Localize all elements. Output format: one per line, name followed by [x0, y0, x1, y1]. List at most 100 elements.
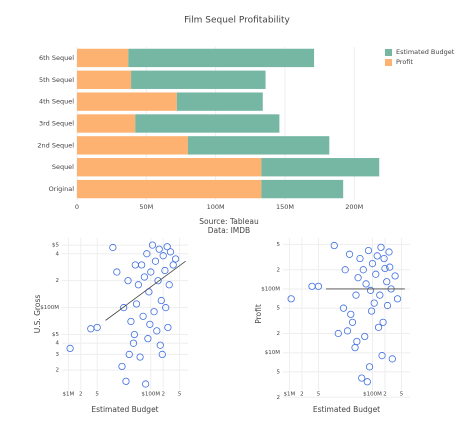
point [287, 295, 295, 303]
x-tick-label: 5 [400, 392, 404, 398]
y-tick-label: $5 [52, 243, 59, 249]
point [334, 329, 342, 338]
point [330, 241, 338, 250]
point [136, 353, 144, 361]
y-tick-label: 5th Sequel [39, 76, 74, 84]
point [383, 278, 391, 286]
x-tick-label: $100M [141, 392, 160, 398]
point [347, 310, 355, 318]
point [143, 250, 151, 258]
point [138, 261, 146, 269]
x-axis-label: Estimated Budget [91, 405, 158, 414]
point [377, 243, 385, 251]
point [125, 350, 133, 358]
x-tick-label: 5 [178, 392, 182, 398]
point [373, 252, 381, 260]
y-tick-label: 2nd Sequel [37, 141, 74, 149]
point [151, 257, 160, 265]
x-tick-label: 50M [139, 203, 153, 211]
y-tick-label: 4th Sequel [39, 98, 74, 106]
point [120, 304, 128, 312]
y-tick-label: Sequel [52, 163, 74, 171]
point [122, 377, 130, 385]
y-tick-label: $10M [265, 350, 280, 356]
point [156, 341, 164, 349]
point [362, 280, 370, 288]
y-tick-label: $5 [52, 332, 59, 338]
x-tick-label: 2 [300, 392, 304, 398]
bar-segment [77, 136, 188, 155]
point [363, 378, 371, 386]
bar-segment [187, 136, 330, 155]
annotation: Data: IMDB [208, 226, 250, 235]
bar-segment [261, 179, 344, 199]
bar-segment [131, 70, 266, 89]
point [66, 344, 74, 353]
bar-segment [77, 70, 132, 89]
bar-segment [77, 92, 177, 111]
point [150, 308, 158, 316]
y-tick-label: 5 [277, 242, 281, 248]
point [351, 344, 359, 352]
point [383, 301, 392, 310]
y-axis-label: U.S. Gross [33, 295, 42, 334]
point [164, 323, 172, 332]
point [144, 335, 152, 343]
y-tick-label: 3 [56, 352, 60, 358]
bar-segment [77, 158, 262, 177]
point [379, 318, 387, 326]
point [359, 266, 367, 274]
point [345, 250, 354, 258]
point [131, 261, 139, 269]
point [314, 282, 323, 290]
point [393, 295, 402, 303]
point [391, 272, 399, 280]
point [155, 245, 163, 253]
point [366, 286, 375, 294]
point [352, 291, 360, 299]
point [146, 320, 154, 328]
trend-line [105, 260, 186, 321]
x-tick-label: $1M [63, 392, 75, 398]
point [343, 327, 352, 335]
point [153, 327, 161, 335]
legend-swatch [385, 59, 392, 66]
bar-segment [176, 92, 263, 111]
point [157, 296, 165, 305]
x-tick-label: $1M [284, 392, 296, 398]
point [378, 352, 386, 360]
point [386, 263, 394, 271]
legend-label: Estimated Budget [396, 48, 455, 56]
legend-swatch [385, 49, 392, 56]
point [169, 261, 177, 269]
point [140, 273, 149, 281]
point [380, 254, 388, 263]
y-tick-label: 3rd Sequel [39, 120, 74, 128]
point [166, 248, 175, 256]
point [124, 277, 132, 285]
bar-segment [128, 48, 315, 68]
point [154, 277, 162, 285]
point [129, 339, 138, 347]
y-tick-label: $100M [40, 305, 59, 311]
point [113, 268, 121, 276]
point [142, 380, 150, 388]
point [93, 323, 101, 332]
point [372, 270, 380, 278]
x-tick-label: 5 [317, 392, 321, 398]
x-tick-label: 200M [345, 203, 363, 211]
chart-title: Film Sequel Profitability [184, 16, 290, 26]
point [348, 318, 357, 326]
x-tick-label: 0 [75, 203, 79, 211]
point [353, 337, 361, 346]
point [162, 304, 170, 312]
point [385, 248, 393, 256]
point [374, 323, 383, 331]
y-axis-label: Profit [254, 304, 263, 324]
annotation: Source: Tableau [199, 217, 259, 226]
y-tick-label: 2 [277, 331, 281, 337]
point [339, 304, 348, 312]
point [376, 291, 384, 299]
point [367, 307, 376, 315]
